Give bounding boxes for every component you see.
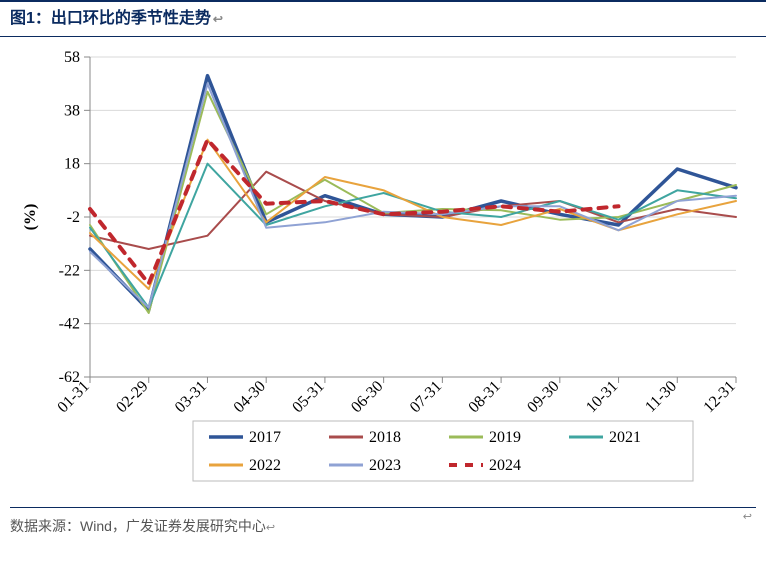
svg-text:07-31: 07-31	[407, 378, 445, 416]
svg-text:2018: 2018	[369, 429, 401, 446]
paragraph-mark-icon: ↩	[213, 12, 223, 26]
svg-text:02-29: 02-29	[113, 378, 151, 416]
svg-text:03-31: 03-31	[172, 378, 210, 416]
svg-text:08-31: 08-31	[466, 378, 504, 416]
source-text: 数据来源：Wind，广发证券发展研究中心	[10, 518, 266, 534]
chart-area: -62-42-22-218385801-3102-2903-3104-3005-…	[10, 37, 756, 507]
svg-text:38: 38	[64, 102, 80, 119]
svg-text:2019: 2019	[489, 429, 521, 446]
figure-container: 图1：出口环比的季节性走势↩ -62-42-22-218385801-3102-…	[0, 0, 766, 568]
paragraph-mark-icon: ↩	[743, 510, 752, 523]
svg-text:-2: -2	[67, 209, 80, 226]
svg-text:10-31: 10-31	[583, 378, 621, 416]
svg-text:06-30: 06-30	[348, 378, 386, 416]
svg-text:(%): (%)	[22, 204, 39, 231]
svg-text:12-31: 12-31	[700, 378, 738, 416]
svg-text:18: 18	[64, 156, 80, 173]
svg-text:05-31: 05-31	[289, 378, 327, 416]
svg-text:-42: -42	[59, 316, 80, 333]
svg-text:04-30: 04-30	[231, 378, 269, 416]
source-line: 数据来源：Wind，广发证券发展研究中心↩	[10, 507, 756, 536]
paragraph-mark-icon: ↩	[266, 522, 275, 534]
svg-text:2022: 2022	[249, 457, 281, 474]
svg-text:2021: 2021	[609, 429, 641, 446]
svg-text:-22: -22	[59, 262, 80, 279]
svg-text:2024: 2024	[489, 457, 521, 474]
svg-text:09-30: 09-30	[524, 378, 562, 416]
svg-text:58: 58	[64, 49, 80, 66]
svg-text:11-30: 11-30	[642, 378, 680, 416]
svg-text:2017: 2017	[249, 429, 281, 446]
svg-text:2023: 2023	[369, 457, 401, 474]
chart-svg: -62-42-22-218385801-3102-2903-3104-3005-…	[10, 37, 756, 507]
chart-title-bar: 图1：出口环比的季节性走势↩	[0, 0, 766, 37]
chart-title: 图1：出口环比的季节性走势	[10, 10, 211, 27]
